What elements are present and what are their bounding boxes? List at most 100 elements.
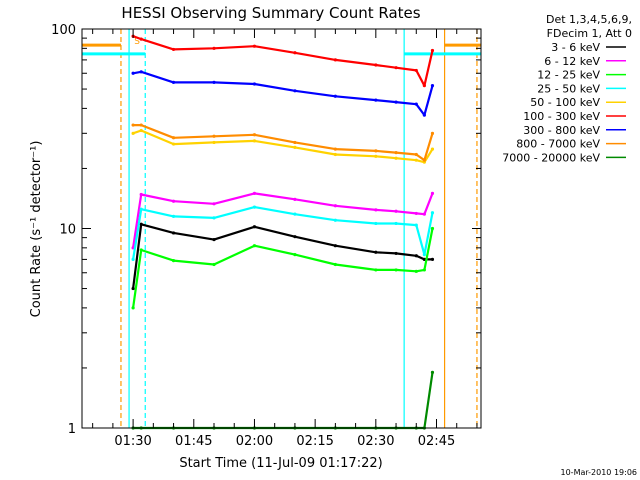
series-point: [394, 156, 398, 160]
x-tick-label: 02:15: [296, 434, 333, 449]
series-line: [132, 70, 434, 117]
series-point: [394, 251, 398, 256]
series-point: [333, 204, 337, 208]
series-point: [414, 68, 418, 73]
series-point: [394, 268, 398, 272]
series-point: [171, 47, 176, 52]
series-point: [333, 262, 337, 267]
series-point: [131, 306, 135, 310]
series-point: [252, 139, 257, 143]
legend-entry-label: 25 - 50 keV: [537, 82, 600, 95]
series-point: [414, 269, 418, 273]
series-point: [139, 37, 143, 41]
series-point: [422, 84, 426, 88]
series-point: [252, 244, 257, 248]
series-point: [252, 44, 257, 48]
series-point: [171, 199, 176, 203]
series-point: [139, 248, 143, 252]
series-point: [252, 133, 257, 137]
series-point: [422, 212, 426, 216]
series-point: [212, 140, 216, 145]
series-point: [374, 154, 378, 158]
series-point: [374, 221, 378, 226]
legend: Det 1,3,4,5,6,9,FDecim 1, Att 03 - 6 keV…: [502, 13, 632, 164]
y-tick-label: 1: [68, 422, 76, 437]
series-line: [133, 123, 434, 162]
series-point: [430, 370, 435, 374]
series-point: [171, 259, 176, 263]
legend-entry-label: 100 - 300 keV: [523, 110, 600, 123]
series-point: [430, 48, 435, 53]
series-point: [422, 158, 426, 162]
series-point: [131, 286, 135, 291]
series-point: [374, 63, 378, 67]
series-point: [422, 113, 426, 117]
series-point: [333, 94, 337, 98]
y-tick-label: 10: [59, 223, 76, 238]
series-point: [252, 225, 257, 229]
x-tick-label: 01:30: [114, 434, 151, 449]
legend-entry-label: 50 - 100 keV: [530, 96, 600, 109]
series-point: [414, 223, 418, 227]
series-point: [139, 128, 143, 133]
series-point: [293, 140, 297, 145]
series-point: [293, 51, 297, 55]
legend-entry-label: 300 - 800 keV: [523, 124, 600, 137]
series-line: [132, 35, 434, 87]
series-point: [414, 102, 418, 106]
chart-title: HESSI Observing Summary Count Rates: [121, 4, 420, 22]
series-point: [212, 202, 216, 206]
legend-header: Det 1,3,4,5,6,9,: [546, 13, 632, 26]
series-point: [414, 211, 418, 216]
footer-timestamp: 10-Mar-2010 19:06: [561, 468, 638, 477]
series-point: [131, 71, 135, 75]
series-point: [394, 221, 398, 226]
series-point: [430, 131, 435, 135]
series-point: [374, 208, 378, 212]
series-point: [131, 257, 135, 262]
series-point: [131, 131, 135, 135]
series-point: [414, 254, 418, 258]
series-point: [212, 237, 216, 242]
series-line: [132, 206, 434, 260]
series-point: [430, 84, 435, 88]
series-point: [212, 46, 216, 50]
legend-header: FDecim 1, Att 0: [547, 27, 632, 40]
legend-entry-label: 12 - 25 keV: [537, 69, 600, 82]
series-point: [333, 218, 337, 222]
series-point: [212, 80, 216, 84]
series-point: [430, 257, 435, 262]
x-tick-label: 02:45: [418, 434, 455, 449]
series-point: [293, 235, 297, 239]
series-point: [333, 244, 337, 248]
series-point: [171, 80, 176, 84]
legend-entry-label: 800 - 7000 keV: [516, 138, 600, 151]
series-point: [131, 123, 135, 127]
series-point: [430, 147, 435, 151]
annotation-label: S: [134, 37, 140, 47]
series-point: [212, 216, 216, 220]
series-point: [374, 250, 378, 254]
series-point: [171, 136, 176, 140]
series-point: [333, 152, 337, 157]
series-point: [293, 89, 297, 93]
series-point: [252, 82, 257, 86]
y-axis-label: Count Rate (s⁻¹ detector⁻¹): [29, 141, 44, 318]
axis-layer: 1 10 100 01:30 01:45 02:00 02:15 02:30 02:45: [51, 23, 481, 449]
series-point: [414, 152, 418, 157]
series-point: [422, 268, 426, 272]
series-point: [394, 100, 398, 104]
series-point: [252, 205, 257, 209]
y-tick-label: 100: [51, 23, 76, 38]
x-tick-label: 02:00: [236, 434, 273, 449]
x-tick-label: 02:30: [357, 434, 394, 449]
plot-layer: S: [82, 29, 481, 428]
series-point: [171, 142, 176, 146]
legend-entry-label: 6 - 12 keV: [544, 55, 600, 68]
series-point: [333, 147, 337, 151]
series-point: [139, 70, 143, 74]
series-point: [293, 197, 297, 201]
series-point: [414, 158, 418, 162]
series-point: [293, 252, 297, 257]
